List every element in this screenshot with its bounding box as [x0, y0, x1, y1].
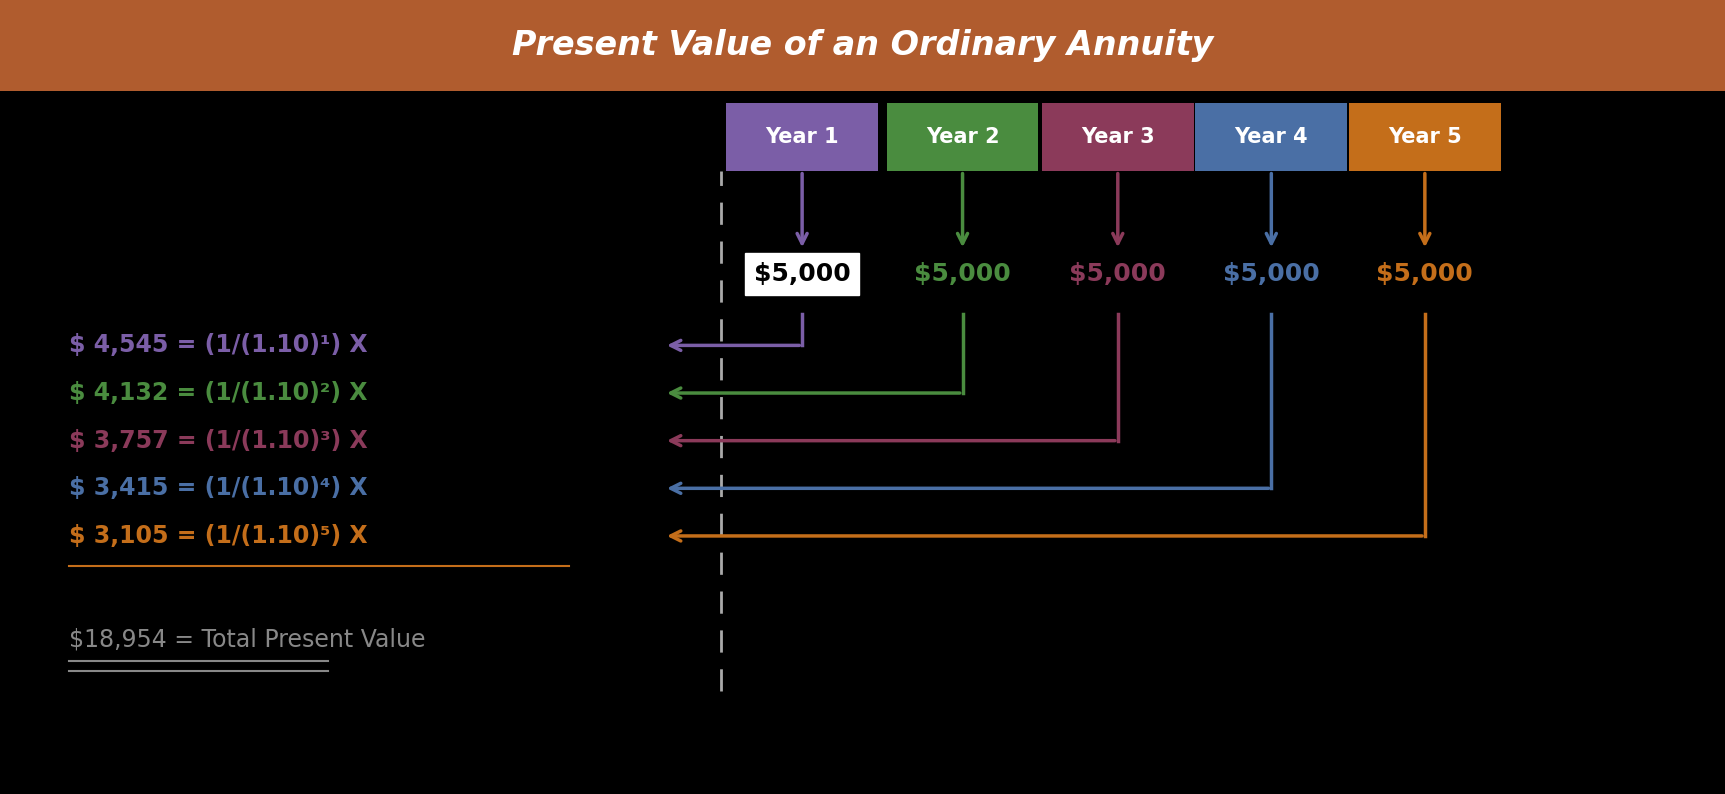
- Text: $5,000: $5,000: [914, 262, 1011, 286]
- Text: Year 4: Year 4: [1235, 127, 1308, 147]
- Text: Year 1: Year 1: [766, 127, 838, 147]
- Text: Year 2: Year 2: [926, 127, 999, 147]
- Text: $ 3,757 = (1/(1.10)³) X: $ 3,757 = (1/(1.10)³) X: [69, 429, 367, 453]
- FancyBboxPatch shape: [1042, 103, 1194, 171]
- Text: $ 4,545 = (1/(1.10)¹) X: $ 4,545 = (1/(1.10)¹) X: [69, 333, 367, 357]
- Text: $ 4,132 = (1/(1.10)²) X: $ 4,132 = (1/(1.10)²) X: [69, 381, 367, 405]
- FancyBboxPatch shape: [1195, 103, 1347, 171]
- Text: $18,954 = Total Present Value: $18,954 = Total Present Value: [69, 627, 426, 651]
- Text: Year 3: Year 3: [1082, 127, 1154, 147]
- Text: $5,000: $5,000: [1223, 262, 1320, 286]
- FancyBboxPatch shape: [0, 0, 1725, 91]
- Text: Present Value of an Ordinary Annuity: Present Value of an Ordinary Annuity: [512, 29, 1213, 62]
- Text: $ 3,105 = (1/(1.10)⁵) X: $ 3,105 = (1/(1.10)⁵) X: [69, 524, 367, 548]
- FancyBboxPatch shape: [1349, 103, 1501, 171]
- Text: Year 5: Year 5: [1389, 127, 1461, 147]
- FancyBboxPatch shape: [726, 103, 878, 171]
- Text: $5,000: $5,000: [754, 262, 850, 286]
- Text: $5,000: $5,000: [1377, 262, 1473, 286]
- FancyBboxPatch shape: [887, 103, 1038, 171]
- Text: $ 3,415 = (1/(1.10)⁴) X: $ 3,415 = (1/(1.10)⁴) X: [69, 476, 367, 500]
- Text: $5,000: $5,000: [1070, 262, 1166, 286]
